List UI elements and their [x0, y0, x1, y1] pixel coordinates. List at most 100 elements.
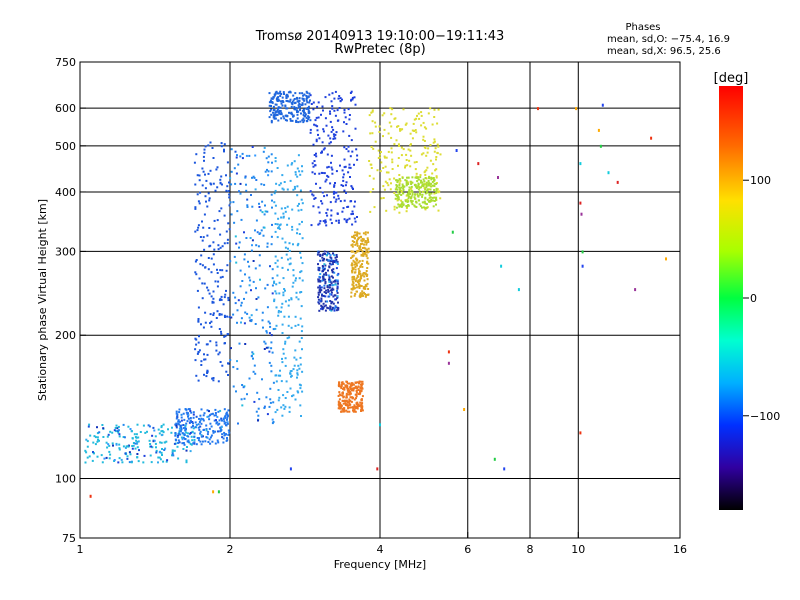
scatter-point [217, 423, 220, 426]
scatter-point [300, 112, 302, 115]
scatter-point [334, 298, 337, 301]
scatter-point [322, 252, 325, 255]
scatter-point [232, 385, 235, 388]
scatter-point [207, 415, 210, 418]
scatter-point [209, 414, 211, 417]
scatter-point [196, 229, 199, 232]
scatter-point [397, 125, 400, 128]
scatter-point [364, 241, 367, 244]
scatter-point [420, 124, 423, 127]
scatter-point [270, 235, 273, 238]
scatter-point [161, 430, 164, 432]
scatter-point [194, 206, 197, 209]
scatter-point [354, 200, 356, 203]
scatter-point [270, 153, 273, 156]
scatter-point [354, 231, 356, 234]
scatter-point [330, 309, 333, 312]
scatter-point [285, 253, 288, 256]
scatter-point [579, 162, 582, 166]
scatter-point [115, 443, 118, 446]
scatter-point [398, 184, 401, 186]
scatter-point [330, 257, 333, 260]
scatter-point [184, 427, 187, 430]
scatter-point [174, 432, 177, 434]
scatter-point [180, 419, 183, 422]
scatter-point [356, 216, 358, 218]
scatter-point [305, 99, 308, 102]
scatter-point [112, 444, 114, 447]
scatter-point [257, 419, 259, 422]
scatter-point [433, 138, 436, 141]
scatter-point [319, 253, 322, 256]
scatter-point [321, 202, 324, 205]
scatter-point [317, 286, 320, 289]
scatter-point [268, 101, 271, 104]
scatter-point [385, 156, 388, 159]
scatter-point [292, 269, 295, 272]
scatter-point [409, 149, 412, 152]
scatter-point [297, 110, 300, 113]
scatter-point [219, 276, 222, 279]
scatter-point [341, 169, 344, 172]
scatter-point [352, 212, 354, 215]
scatter-point [322, 294, 325, 297]
scatter-point [417, 178, 420, 181]
scatter-point [142, 461, 145, 464]
scatter-point [234, 235, 237, 238]
scatter-point [342, 173, 345, 176]
scatter-point [303, 99, 306, 102]
scatter-point [299, 271, 302, 274]
scatter-point [273, 94, 276, 97]
scatter-point [207, 144, 210, 147]
scatter-point [298, 223, 301, 226]
scatter-point [372, 147, 375, 150]
scatter-point [197, 379, 200, 382]
scatter-point [251, 176, 253, 179]
scatter-point [343, 400, 346, 402]
scatter-point [404, 179, 407, 182]
scatter-point [278, 112, 281, 114]
scatter-point [219, 233, 222, 236]
scatter-point [336, 295, 339, 298]
scatter-point [309, 128, 312, 131]
scatter-point [346, 385, 349, 387]
scatter-point [374, 125, 377, 128]
scatter-point [235, 156, 238, 159]
scatter-point [204, 266, 207, 269]
scatter-point [406, 205, 409, 208]
scatter-point [393, 205, 396, 208]
scatter-point [202, 418, 205, 421]
scatter-point [360, 285, 363, 287]
scatter-point [252, 370, 255, 373]
scatter-point [370, 146, 373, 148]
scatter-point [379, 170, 382, 173]
scatter-point [429, 107, 432, 110]
scatter-point [209, 141, 212, 144]
scatter-point [294, 279, 297, 282]
scatter-point [194, 271, 197, 274]
scatter-point [125, 445, 128, 448]
scatter-point [199, 430, 202, 433]
scatter-point [243, 258, 246, 261]
scatter-point [303, 93, 306, 96]
scatter-point [356, 407, 359, 409]
scatter-point [337, 282, 339, 285]
scatter-point [153, 429, 156, 432]
scatter-point [324, 300, 327, 303]
scatter-point [327, 290, 330, 293]
scatter-point [86, 456, 89, 459]
scatter-point [410, 185, 413, 188]
scatter-point [194, 421, 197, 424]
scatter-point [167, 428, 169, 431]
scatter-point [351, 245, 354, 248]
scatter-point [271, 284, 274, 287]
scatter-point [318, 137, 321, 140]
scatter-point [221, 364, 224, 367]
scatter-point [253, 400, 256, 403]
scatter-point [84, 449, 87, 452]
scatter-point [435, 190, 438, 193]
scatter-point [380, 161, 383, 164]
scatter-point [229, 359, 232, 361]
scatter-point [270, 108, 273, 111]
